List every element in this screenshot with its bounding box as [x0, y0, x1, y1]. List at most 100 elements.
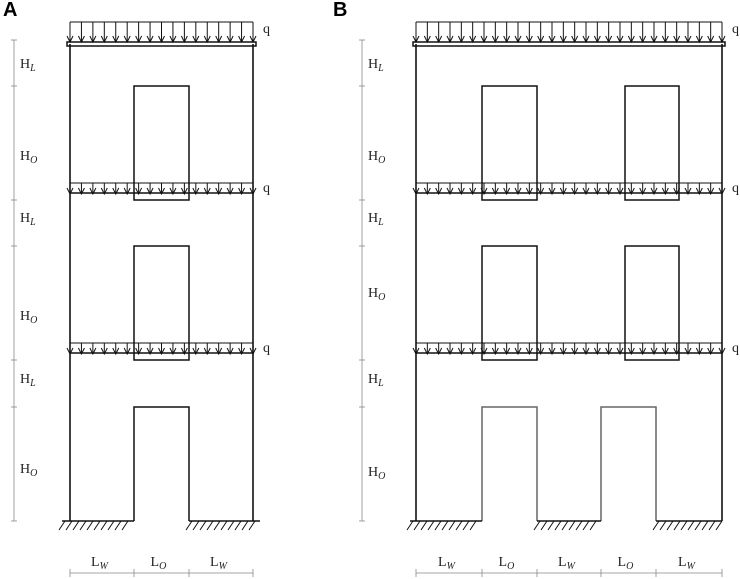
height-label: HO — [20, 462, 37, 479]
arrow-head — [123, 347, 131, 356]
arrow-head — [112, 347, 120, 356]
height-label-sub: L — [377, 63, 384, 74]
arrow-head — [627, 347, 635, 356]
opening — [624, 85, 680, 201]
height-label: HL — [368, 372, 384, 389]
arrow-head — [559, 347, 567, 356]
arrow-head — [593, 347, 601, 356]
arrow-head — [238, 347, 246, 356]
line — [533, 520, 541, 531]
arrow-head — [135, 347, 143, 356]
arrow-head — [446, 187, 454, 196]
arrow-head — [77, 347, 85, 356]
arrow-head — [180, 35, 188, 44]
arrow-head — [469, 35, 477, 44]
arrow-head — [525, 187, 533, 196]
line — [199, 520, 207, 531]
width-label-main: L — [210, 555, 219, 570]
load-label: q — [732, 181, 739, 196]
panel-label: B — [333, 0, 347, 21]
line — [58, 520, 66, 531]
height-label-main: H — [20, 57, 30, 72]
arrow-head — [616, 35, 624, 44]
arrow-head — [146, 187, 154, 196]
arrow-head — [605, 35, 613, 44]
arrow-head — [435, 187, 443, 196]
arrow-head — [537, 187, 545, 196]
arrow-head — [169, 347, 177, 356]
line — [65, 520, 73, 531]
arrow-head — [514, 187, 522, 196]
arrow-head — [203, 187, 211, 196]
arrow-head — [695, 187, 703, 196]
arrow-head — [457, 35, 465, 44]
line — [673, 520, 681, 531]
height-label-sub: O — [378, 155, 385, 166]
arrow-head — [89, 187, 97, 196]
height-label-main: H — [368, 286, 378, 301]
arrow-head — [146, 347, 154, 356]
arrow-head — [249, 347, 257, 356]
arrow-head — [192, 187, 200, 196]
width-label-main: L — [499, 555, 508, 570]
height-label-sub: O — [30, 315, 37, 326]
arrow-head — [514, 347, 522, 356]
arrow-head — [491, 187, 499, 196]
line — [568, 520, 576, 531]
load-label: q — [263, 22, 270, 37]
arrow-head — [469, 347, 477, 356]
arrow-head — [226, 187, 234, 196]
line — [694, 520, 702, 531]
opening — [133, 85, 190, 201]
arrow-head — [593, 187, 601, 196]
line — [192, 520, 200, 531]
arrow-head — [559, 187, 567, 196]
arrow-head — [469, 187, 477, 196]
load-label: q — [732, 22, 739, 37]
width-label: LW — [558, 555, 577, 572]
arrow-head — [446, 347, 454, 356]
line — [715, 520, 723, 531]
height-label: HL — [20, 211, 36, 228]
arrow-head — [100, 187, 108, 196]
arrow-head — [77, 35, 85, 44]
height-label: HL — [368, 211, 384, 228]
width-label: LO — [618, 555, 634, 572]
line — [582, 520, 590, 531]
arrow-head — [718, 35, 726, 44]
arrow-head — [192, 347, 200, 356]
height-label-main: H — [20, 309, 30, 324]
arrow-head — [480, 347, 488, 356]
width-label-main: L — [558, 555, 567, 570]
height-label-sub: L — [29, 378, 36, 389]
height-label-sub: L — [29, 63, 36, 74]
arrow-head — [503, 35, 511, 44]
arrow-head — [180, 347, 188, 356]
arrow-head — [435, 35, 443, 44]
arrow-head — [695, 347, 703, 356]
arrow-head — [215, 347, 223, 356]
arrow-head — [100, 347, 108, 356]
arrow-head — [457, 187, 465, 196]
arrow-head — [582, 187, 590, 196]
line — [659, 520, 667, 531]
arrow-head — [650, 347, 658, 356]
height-label: HO — [20, 309, 37, 326]
load-label: q — [263, 181, 270, 196]
line — [427, 520, 435, 531]
line — [462, 520, 470, 531]
width-label: LW — [438, 555, 457, 572]
width-label-main: L — [618, 555, 627, 570]
arrow-head — [491, 35, 499, 44]
height-label-main: H — [368, 465, 378, 480]
arrow-head — [571, 347, 579, 356]
line — [708, 520, 716, 531]
arrow-head — [215, 35, 223, 44]
arrow-head — [593, 35, 601, 44]
height-label-sub: L — [377, 378, 384, 389]
arrow-head — [525, 35, 533, 44]
height-label-main: H — [368, 57, 378, 72]
width-label: LW — [210, 555, 229, 572]
width-label-main: L — [151, 555, 160, 570]
width-label-sub: W — [567, 561, 577, 572]
